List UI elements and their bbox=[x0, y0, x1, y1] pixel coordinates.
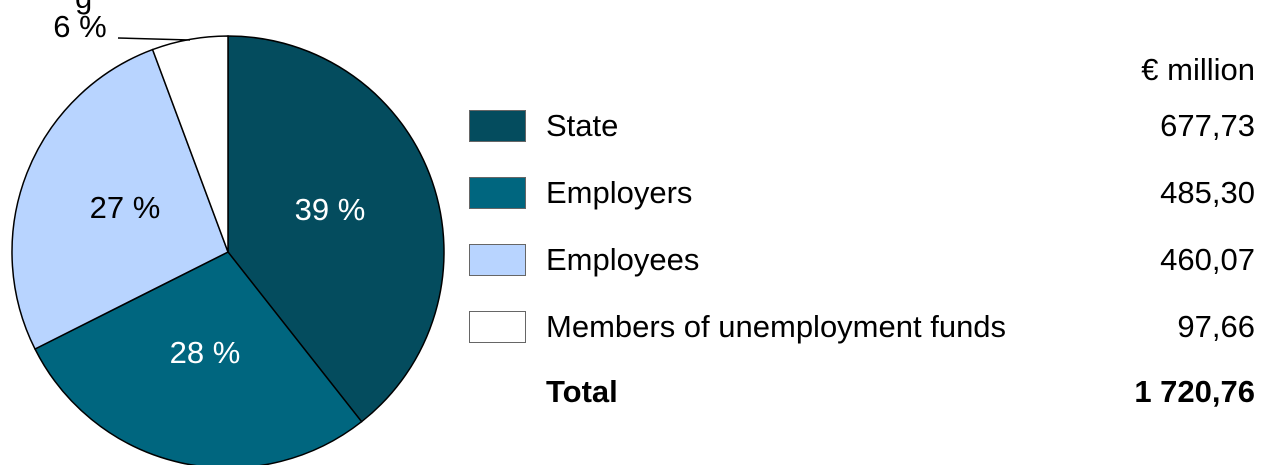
percent-label-state: 39 % bbox=[295, 192, 366, 227]
legend-label-employees: Employees bbox=[546, 242, 700, 277]
pie-slice-employees bbox=[11, 48, 229, 350]
legend-swatch-employers bbox=[469, 177, 526, 209]
percent-label-members: 6 % bbox=[53, 9, 106, 44]
total-value: 1 720,76 bbox=[1134, 374, 1255, 409]
legend-value-employees: 460,07 bbox=[1160, 242, 1255, 277]
legend-swatch-employees bbox=[469, 244, 526, 276]
cropped-text: g bbox=[75, 0, 92, 15]
legend-value-state: 677,73 bbox=[1160, 108, 1255, 143]
legend-swatch-state bbox=[469, 110, 526, 142]
pie-slice-employers bbox=[33, 251, 363, 465]
legend-label-state: State bbox=[546, 108, 619, 143]
legend-label-members: Members of unemployment funds bbox=[546, 309, 1007, 344]
total-label: Total bbox=[546, 374, 618, 409]
legend-swatch-members bbox=[469, 311, 526, 343]
legend-row-members: Members of unemployment funds 97,66 bbox=[469, 306, 1255, 348]
unit-label: € million bbox=[1141, 52, 1255, 87]
legend-row-state: State 677,73 bbox=[469, 105, 1255, 147]
leader-line bbox=[117, 37, 191, 41]
legend-row-employers: Employers 485,30 bbox=[469, 172, 1255, 214]
percent-label-employers: 28 % bbox=[170, 335, 241, 370]
legend-value-employers: 485,30 bbox=[1160, 175, 1255, 210]
pie-slice-state bbox=[227, 35, 445, 423]
legend-row-employees: Employees 460,07 bbox=[469, 239, 1255, 281]
legend-label-employers: Employers bbox=[546, 175, 693, 210]
legend-row-total: Total 1 720,76 bbox=[469, 371, 1255, 413]
percent-label-employees: 27 % bbox=[90, 190, 161, 225]
legend-value-members: 97,66 bbox=[1177, 309, 1255, 344]
